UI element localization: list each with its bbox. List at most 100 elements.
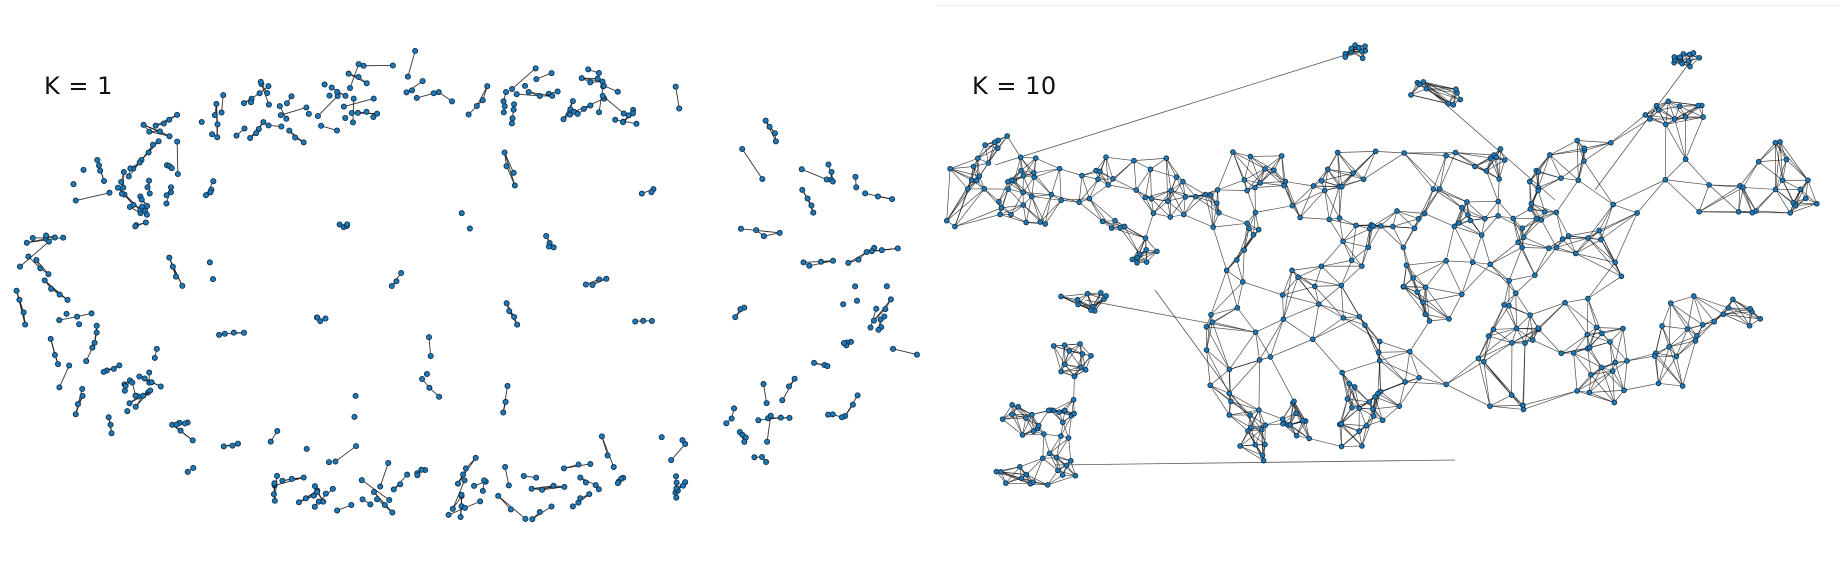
graph-edge [1176,177,1186,198]
graph-node [587,102,594,109]
graph-edge [1299,185,1314,218]
graph-edge [1732,299,1761,320]
graph-edge [1052,399,1074,411]
graph-node [1443,152,1449,159]
graph-edge [1396,210,1425,214]
graph-edge [1022,414,1033,436]
graph-node [1009,411,1015,418]
graph-edge [977,158,980,177]
graph-node [1037,219,1044,225]
graph-node [233,132,240,139]
graph-node [1687,63,1693,70]
graph-edge [1490,157,1500,180]
graph-node [1394,208,1400,214]
graph-node [79,392,86,399]
graph-edge [1312,339,1343,373]
graph-edge [1337,152,1364,180]
graph-node [1234,305,1241,311]
graph-node [74,401,81,408]
graph-edge [1623,360,1628,391]
graph-node [460,471,467,478]
divider [935,5,1840,6]
graph-node [1202,191,1209,198]
graph-edge [1293,401,1306,422]
graph-edge [1314,286,1320,305]
graph-node [981,186,988,192]
graph-edge [1622,328,1628,361]
graph-node [1612,259,1618,266]
graph-edge [984,188,1002,209]
graph-edge [1339,186,1343,219]
graph-edge [1532,339,1562,354]
graph-edge [1549,147,1585,156]
graph-node [1501,301,1507,308]
graph-edge [317,95,338,117]
graph-edge [1661,325,1677,357]
graph-edge [1282,294,1319,305]
graph-edge [1379,341,1410,352]
graph-edge [1339,217,1357,226]
graph-edge [19,241,50,267]
graph-node [1260,457,1267,464]
graph-node [1226,366,1233,373]
graph-edge [176,141,179,174]
graph-node [1356,44,1362,51]
graph-edge [1800,189,1818,204]
graph-node [1356,313,1363,320]
graph-node [970,163,977,170]
graph-node [370,114,377,121]
graph-edge [1512,218,1524,238]
graph-node [1401,150,1408,156]
graph-edge [1354,386,1370,403]
graph-node [997,211,1003,218]
graph-edge [1610,114,1646,144]
graph-node [389,62,396,69]
graph-edge [1255,212,1260,230]
graph-edge [1361,247,1369,267]
graph-edge [1676,328,1688,357]
graph-edge [1379,351,1410,361]
graph-node [1255,226,1262,233]
graph-node [1403,262,1410,268]
graph-edge [1000,214,1027,223]
graph-edge [1259,318,1284,361]
graph-node [358,477,365,484]
graph-node [1351,384,1358,390]
graph-edge [1000,471,1027,475]
graph-node [340,103,347,110]
graph-edge [1351,225,1357,261]
graph-edge [1239,429,1263,447]
graph-node [1250,231,1257,238]
graph-edge [1489,242,1519,265]
graph-node [1787,210,1794,216]
graph-edge [1341,372,1360,409]
graph-edge [1723,313,1761,320]
graph-edge [1584,142,1611,151]
graph-node [381,501,388,508]
graph-edge [1314,285,1342,287]
graph-edge [1425,287,1430,322]
graph-edge [1283,303,1319,320]
graph-edge [1786,159,1809,181]
graph-node [63,310,70,317]
graph-edge [1807,180,1818,204]
graph-node [300,139,307,146]
graph-edge [1006,135,1021,158]
graph-node [13,287,20,294]
graph-edge [1498,148,1501,179]
graph-node [138,196,145,203]
graph-edge [1573,352,1578,391]
graph-node [321,81,328,88]
graph-node [614,88,621,95]
graph-node [1396,403,1403,409]
graph-node [999,416,1006,422]
graph-node [56,317,63,324]
graph-edge [1698,185,1741,213]
graph-edge [954,188,985,227]
graph-node [141,375,148,382]
graph-node [385,459,392,466]
graph-edge [1590,374,1615,403]
graph-node [148,379,155,386]
graph-edge [1297,276,1315,287]
graph-node [1058,368,1064,375]
